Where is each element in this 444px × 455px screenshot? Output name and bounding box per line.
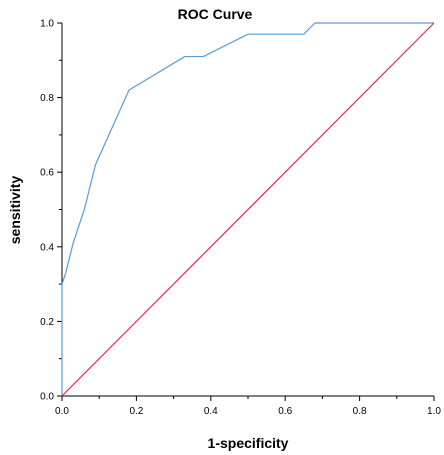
chart-title: ROC Curve: [178, 6, 253, 22]
y-axis-ticks: 0.0 0.2 0.4 0.6 0.8 1.0: [40, 19, 62, 403]
reference-diagonal-line: [61, 22, 435, 397]
x-tick-label: 0.8: [353, 406, 367, 417]
y-tick-label: 0.6: [40, 168, 54, 179]
x-tick-label: 0.4: [204, 406, 218, 417]
x-axis-title: 1-specificity: [208, 435, 289, 451]
y-tick-label: 0.8: [40, 93, 54, 104]
x-tick-label: 0.2: [129, 406, 143, 417]
series-layer: [61, 22, 435, 397]
x-tick-label: 0.0: [55, 406, 69, 417]
y-tick-label: 1.0: [40, 19, 54, 30]
x-tick-label: 0.6: [278, 406, 292, 417]
x-tick-label: 1.0: [427, 406, 441, 417]
roc-curve-line: [61, 22, 434, 396]
y-tick-label: 0.2: [40, 317, 54, 328]
x-axis-ticks: 0.0 0.2 0.4 0.6 0.8 1.0: [55, 396, 441, 417]
y-tick-label: 0.0: [40, 392, 54, 403]
y-axis-title: sensitivity: [7, 176, 23, 245]
y-tick-label: 0.4: [40, 242, 54, 253]
